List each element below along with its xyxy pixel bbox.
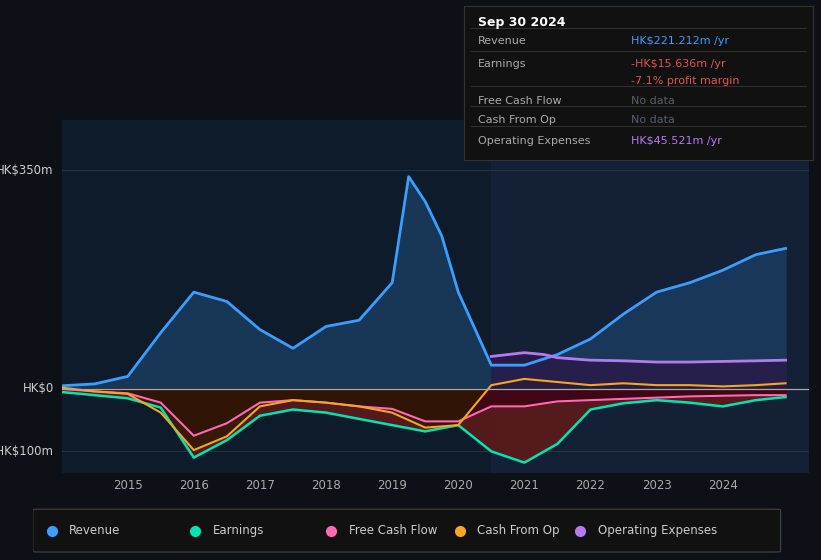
- Text: Operating Expenses: Operating Expenses: [598, 524, 717, 537]
- Text: HK$221.212m /yr: HK$221.212m /yr: [631, 36, 730, 46]
- Text: Free Cash Flow: Free Cash Flow: [349, 524, 437, 537]
- Text: Revenue: Revenue: [478, 36, 526, 46]
- Text: Earnings: Earnings: [478, 59, 526, 69]
- Text: Sep 30 2024: Sep 30 2024: [478, 16, 566, 29]
- Text: -7.1% profit margin: -7.1% profit margin: [631, 76, 740, 86]
- Text: HK$350m: HK$350m: [0, 164, 53, 177]
- Bar: [491, 120, 809, 473]
- Text: HK$45.521m /yr: HK$45.521m /yr: [631, 136, 722, 146]
- Text: Earnings: Earnings: [213, 524, 264, 537]
- Text: No data: No data: [631, 115, 675, 125]
- Text: Operating Expenses: Operating Expenses: [478, 136, 590, 146]
- Text: Cash From Op: Cash From Op: [478, 115, 556, 125]
- FancyBboxPatch shape: [33, 509, 781, 552]
- Text: No data: No data: [631, 96, 675, 106]
- Text: Cash From Op: Cash From Op: [477, 524, 559, 537]
- Text: Revenue: Revenue: [69, 524, 121, 537]
- Text: -HK$100m: -HK$100m: [0, 445, 53, 458]
- Text: HK$0: HK$0: [22, 382, 53, 395]
- Text: -HK$15.636m /yr: -HK$15.636m /yr: [631, 59, 726, 69]
- Text: Free Cash Flow: Free Cash Flow: [478, 96, 562, 106]
